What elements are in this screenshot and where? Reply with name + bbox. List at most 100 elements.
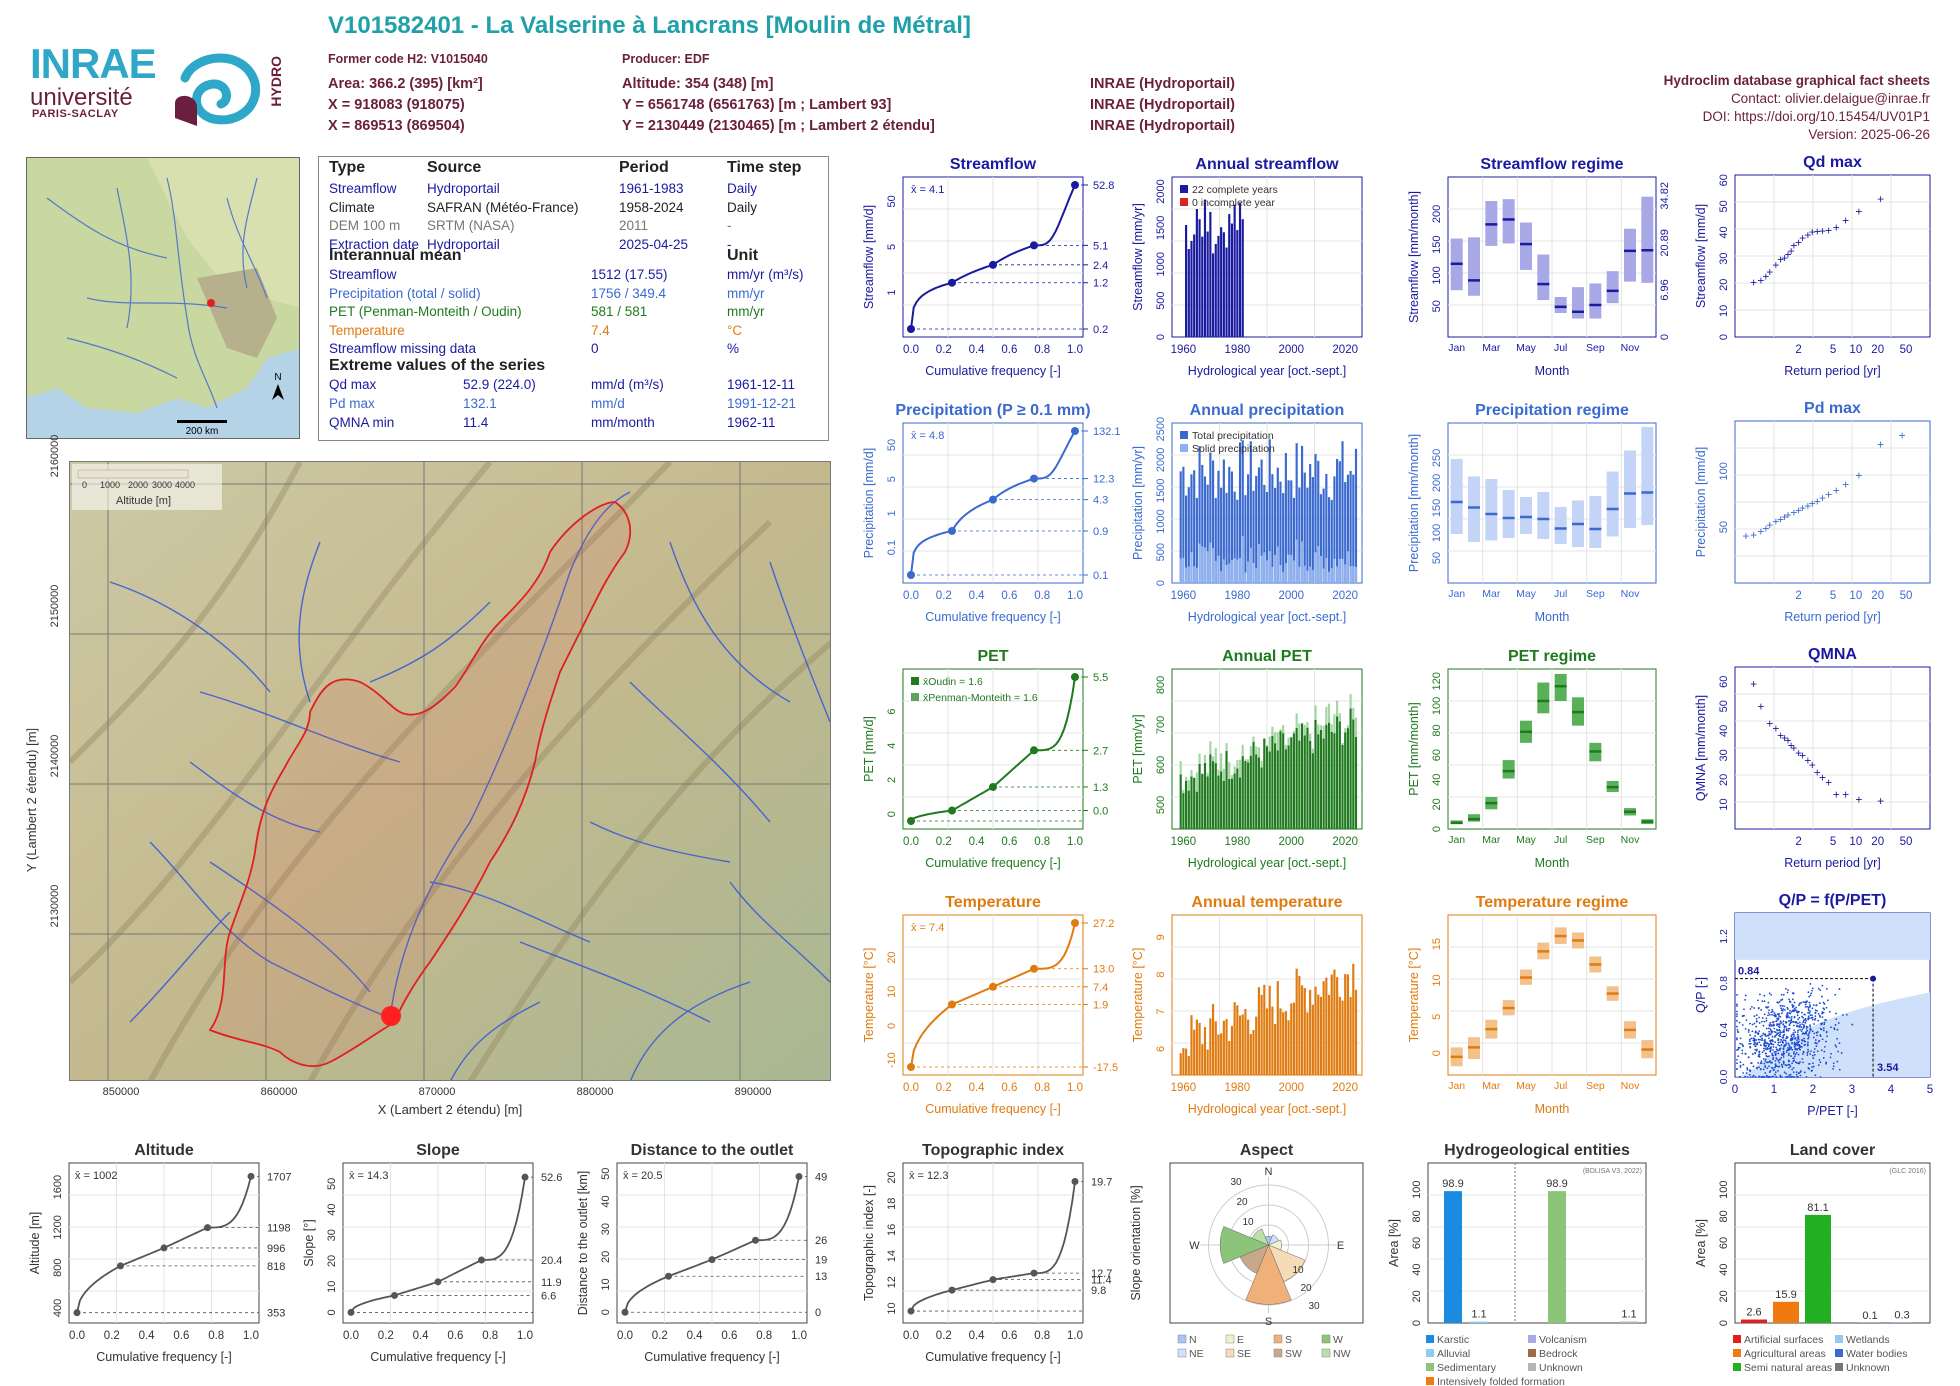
qp-point xyxy=(1795,1051,1798,1054)
annual-bar xyxy=(1314,719,1317,829)
annual-bar xyxy=(1295,968,1298,1075)
annual-bar xyxy=(1322,738,1325,829)
qp-point xyxy=(1788,1066,1791,1069)
qp-point xyxy=(1779,1058,1781,1061)
qp-point xyxy=(1767,1055,1770,1058)
quantile-point xyxy=(989,495,997,504)
quantile-point xyxy=(665,1272,672,1280)
annual-bar xyxy=(1314,453,1317,583)
qp-point xyxy=(1755,1025,1758,1028)
legend-swatch xyxy=(1321,1334,1331,1344)
source-3: INRAE (Hydroportail) xyxy=(1090,118,1235,134)
right-tick-label: 11.4 xyxy=(1091,1275,1112,1287)
qp-point xyxy=(1745,1019,1748,1022)
annual-bar xyxy=(1314,986,1317,1075)
qp-point xyxy=(1803,1025,1805,1028)
legend-swatch xyxy=(1733,1335,1741,1343)
qp-point xyxy=(1751,1053,1754,1055)
return-period-point: + xyxy=(1814,766,1821,780)
qp-point xyxy=(1791,1068,1794,1071)
x-tick-label: 0 xyxy=(1732,1084,1738,1096)
annual-bar xyxy=(1193,1029,1196,1075)
secondary-bar xyxy=(1306,570,1309,583)
secondary-bar xyxy=(1338,558,1341,583)
legend-swatch xyxy=(1528,1363,1536,1371)
qp-point xyxy=(1761,1037,1763,1040)
x-tick-label: 1960 xyxy=(1171,344,1197,356)
qp-point xyxy=(1768,1047,1771,1050)
qp-point xyxy=(1835,1045,1838,1048)
qp-point xyxy=(1791,1005,1794,1007)
annual-bar xyxy=(1306,1012,1309,1075)
annual-bar xyxy=(1249,441,1252,583)
qp-point xyxy=(1793,1045,1796,1048)
stacked-bar-top xyxy=(1190,770,1193,777)
paris-saclay-logo: PARIS-SACLAY xyxy=(32,108,119,120)
qp-point xyxy=(1781,1076,1783,1078)
x-axis-label: Return period [yr] xyxy=(1784,856,1881,870)
legend-label: Agricultural areas xyxy=(1744,1348,1826,1360)
info-period: 2011 xyxy=(619,218,649,233)
chart-title: PET regime xyxy=(1508,648,1596,665)
return-period-point: + xyxy=(1785,734,1792,748)
secondary-bar xyxy=(1209,542,1212,583)
qp-point xyxy=(1784,1039,1787,1042)
qp-point xyxy=(1785,1064,1788,1067)
qp-point xyxy=(1796,1025,1798,1028)
annual-bar xyxy=(1185,225,1188,337)
qp-point xyxy=(1736,1029,1739,1031)
annual-bar xyxy=(1249,1033,1252,1075)
annual-bar xyxy=(1330,974,1333,1075)
qp-point xyxy=(1773,1027,1776,1030)
qp-point xyxy=(1767,1076,1770,1078)
return-period-point: + xyxy=(1795,235,1802,249)
qp-point xyxy=(1785,1028,1788,1030)
qp-point xyxy=(1787,1015,1789,1018)
annual-bar xyxy=(1319,729,1323,829)
return-period-point: + xyxy=(1877,794,1884,808)
return-period-point: + xyxy=(1804,499,1811,513)
qp-point xyxy=(1834,1024,1837,1026)
quantile-point xyxy=(708,1256,716,1264)
qp-point xyxy=(1736,1013,1738,1015)
qp-point xyxy=(1782,1020,1785,1023)
x-tick-label: 0.8 xyxy=(208,1330,224,1342)
legend-label: S xyxy=(1285,1334,1292,1346)
qp-point xyxy=(1809,1004,1811,1006)
qp-point xyxy=(1765,1027,1768,1030)
annual-bar xyxy=(1271,1006,1274,1075)
x-tick-label: 0.6 xyxy=(1001,1330,1017,1342)
y-tick-label: 20 xyxy=(1718,1290,1730,1302)
legend-label: NE xyxy=(1189,1348,1204,1360)
qp-point xyxy=(1757,1062,1760,1064)
stacked-bar-top xyxy=(1284,744,1287,750)
stacked-bar-top xyxy=(1198,753,1201,764)
qp-point xyxy=(1825,1061,1828,1064)
x-tick-label: 1960 xyxy=(1171,1082,1197,1094)
month-tick-label: Jul xyxy=(1554,342,1567,354)
qp-point xyxy=(1757,1038,1760,1041)
y-tick-label: 200 xyxy=(1431,205,1443,223)
universite-logo: université xyxy=(30,84,133,111)
qp-point xyxy=(1783,1039,1785,1041)
qp-point xyxy=(1766,1061,1769,1064)
y-tick-label: 20 xyxy=(1411,1290,1423,1302)
contact[interactable]: Contact: olivier.delaigue@inrae.fr xyxy=(1730,91,1930,106)
annual-bar xyxy=(1271,735,1274,829)
stacked-bar-top xyxy=(1214,748,1217,764)
doi[interactable]: DOI: https://doi.org/10.15454/UV01P1 xyxy=(1702,109,1930,124)
qp-point xyxy=(1761,1020,1763,1023)
north-label: N xyxy=(274,372,281,383)
qp-point xyxy=(1758,1016,1760,1019)
return-period-point: + xyxy=(1757,699,1764,713)
qp-point xyxy=(1759,1062,1762,1064)
info-type: DEM 100 m xyxy=(329,218,401,233)
secondary-bar xyxy=(1214,560,1217,583)
qp-point xyxy=(1774,1073,1777,1076)
y-tick-label: 1200 xyxy=(52,1215,64,1239)
quantile-point xyxy=(907,325,915,333)
qp-point xyxy=(1797,1022,1799,1025)
annual-bar xyxy=(1209,211,1212,337)
annual-bar xyxy=(1354,448,1358,583)
